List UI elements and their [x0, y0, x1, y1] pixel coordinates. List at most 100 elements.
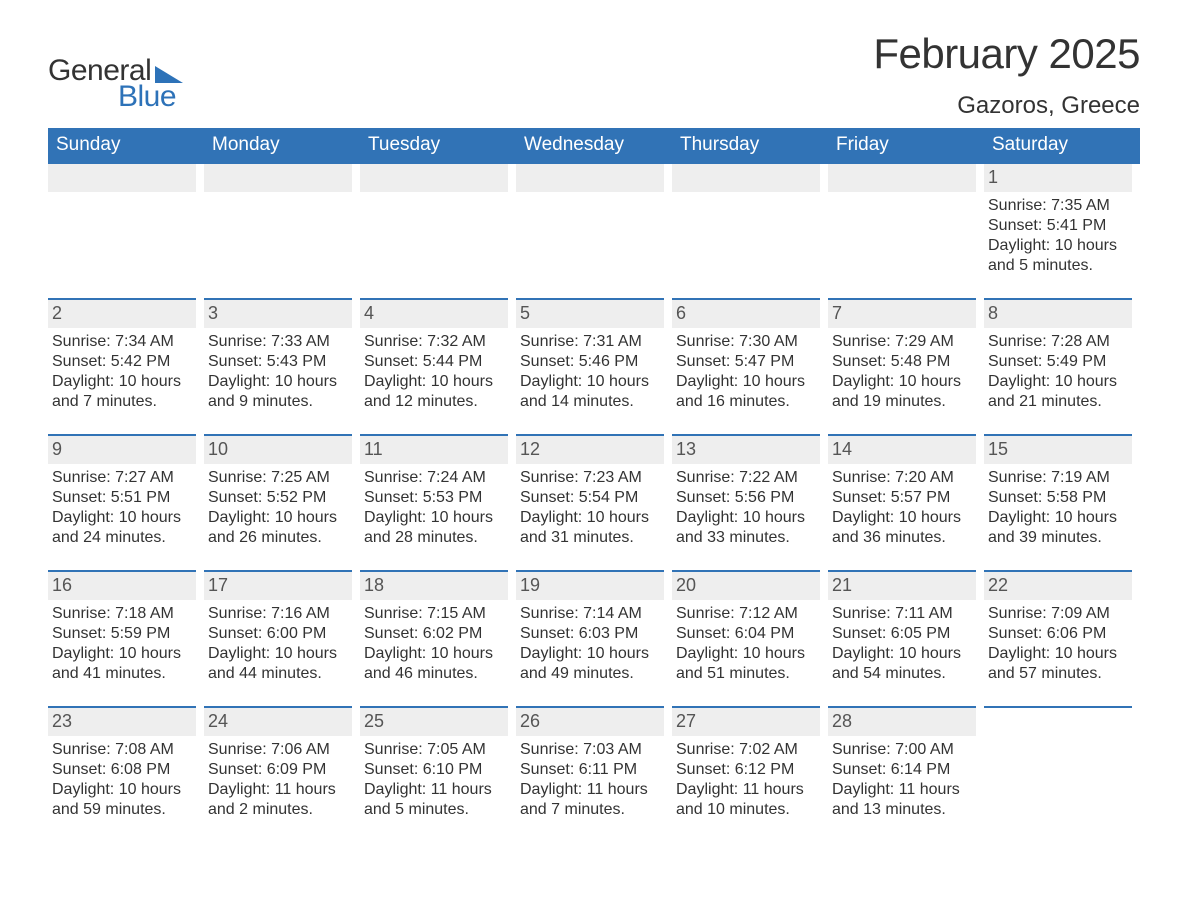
sunset-text: Sunset: 5:46 PM — [520, 352, 660, 372]
empty-day — [48, 164, 196, 192]
sunrise-text: Sunrise: 7:22 AM — [676, 468, 816, 488]
day-number: 4 — [360, 298, 508, 328]
sunset-text: Sunset: 5:57 PM — [832, 488, 972, 508]
daylight-text-1: Daylight: 10 hours — [52, 508, 192, 528]
sunset-text: Sunset: 5:58 PM — [988, 488, 1128, 508]
day-details: Sunrise: 7:30 AMSunset: 5:47 PMDaylight:… — [672, 328, 820, 412]
day-details: Sunrise: 7:06 AMSunset: 6:09 PMDaylight:… — [204, 736, 352, 820]
sunset-text: Sunset: 6:06 PM — [988, 624, 1128, 644]
daylight-text-2: and 5 minutes. — [988, 256, 1128, 276]
calendar-day-cell: 11Sunrise: 7:24 AMSunset: 5:53 PMDayligh… — [360, 434, 516, 548]
daylight-text-2: and 33 minutes. — [676, 528, 816, 548]
sunrise-text: Sunrise: 7:23 AM — [520, 468, 660, 488]
sunrise-text: Sunrise: 7:24 AM — [364, 468, 504, 488]
daylight-text-2: and 39 minutes. — [988, 528, 1128, 548]
daylight-text-1: Daylight: 10 hours — [832, 372, 972, 392]
sunrise-text: Sunrise: 7:16 AM — [208, 604, 348, 624]
day-number: 25 — [360, 706, 508, 736]
sunset-text: Sunset: 5:42 PM — [52, 352, 192, 372]
day-number: 13 — [672, 434, 820, 464]
daylight-text-1: Daylight: 11 hours — [364, 780, 504, 800]
calendar-day-cell: 15Sunrise: 7:19 AMSunset: 5:58 PMDayligh… — [984, 434, 1140, 548]
day-details: Sunrise: 7:28 AMSunset: 5:49 PMDaylight:… — [984, 328, 1132, 412]
day-number: 28 — [828, 706, 976, 736]
daylight-text-2: and 54 minutes. — [832, 664, 972, 684]
sunrise-text: Sunrise: 7:31 AM — [520, 332, 660, 352]
daylight-text-2: and 21 minutes. — [988, 392, 1128, 412]
daylight-text-2: and 16 minutes. — [676, 392, 816, 412]
daylight-text-1: Daylight: 10 hours — [52, 780, 192, 800]
daylight-text-1: Daylight: 11 hours — [832, 780, 972, 800]
sunset-text: Sunset: 6:08 PM — [52, 760, 192, 780]
calendar-day-cell: 7Sunrise: 7:29 AMSunset: 5:48 PMDaylight… — [828, 298, 984, 412]
daylight-text-2: and 49 minutes. — [520, 664, 660, 684]
day-number: 6 — [672, 298, 820, 328]
sunrise-text: Sunrise: 7:05 AM — [364, 740, 504, 760]
day-header: Saturday — [984, 128, 1140, 164]
day-number: 3 — [204, 298, 352, 328]
calendar-week: 1Sunrise: 7:35 AMSunset: 5:41 PMDaylight… — [48, 164, 1140, 276]
empty-day — [828, 164, 976, 192]
daylight-text-2: and 59 minutes. — [52, 800, 192, 820]
calendar-day-cell: 3Sunrise: 7:33 AMSunset: 5:43 PMDaylight… — [204, 298, 360, 412]
day-details: Sunrise: 7:02 AMSunset: 6:12 PMDaylight:… — [672, 736, 820, 820]
calendar-day-cell — [48, 164, 204, 276]
day-number: 14 — [828, 434, 976, 464]
calendar-week: 2Sunrise: 7:34 AMSunset: 5:42 PMDaylight… — [48, 298, 1140, 412]
sunset-text: Sunset: 6:05 PM — [832, 624, 972, 644]
day-details: Sunrise: 7:15 AMSunset: 6:02 PMDaylight:… — [360, 600, 508, 684]
day-details: Sunrise: 7:24 AMSunset: 5:53 PMDaylight:… — [360, 464, 508, 548]
sunset-text: Sunset: 5:51 PM — [52, 488, 192, 508]
sunset-text: Sunset: 5:54 PM — [520, 488, 660, 508]
daylight-text-1: Daylight: 10 hours — [364, 508, 504, 528]
day-header: Thursday — [672, 128, 828, 164]
calendar-day-cell: 1Sunrise: 7:35 AMSunset: 5:41 PMDaylight… — [984, 164, 1140, 276]
day-number: 20 — [672, 570, 820, 600]
sunset-text: Sunset: 6:12 PM — [676, 760, 816, 780]
daylight-text-2: and 36 minutes. — [832, 528, 972, 548]
sunset-text: Sunset: 5:56 PM — [676, 488, 816, 508]
daylight-text-1: Daylight: 10 hours — [988, 372, 1128, 392]
day-header: Tuesday — [360, 128, 516, 164]
daylight-text-2: and 24 minutes. — [52, 528, 192, 548]
daylight-text-1: Daylight: 10 hours — [832, 508, 972, 528]
sunrise-text: Sunrise: 7:20 AM — [832, 468, 972, 488]
day-number: 22 — [984, 570, 1132, 600]
day-details: Sunrise: 7:22 AMSunset: 5:56 PMDaylight:… — [672, 464, 820, 548]
sunset-text: Sunset: 5:44 PM — [364, 352, 504, 372]
day-details: Sunrise: 7:03 AMSunset: 6:11 PMDaylight:… — [516, 736, 664, 820]
day-number: 26 — [516, 706, 664, 736]
empty-day — [204, 164, 352, 192]
sunrise-text: Sunrise: 7:09 AM — [988, 604, 1128, 624]
day-details: Sunrise: 7:29 AMSunset: 5:48 PMDaylight:… — [828, 328, 976, 412]
day-number: 17 — [204, 570, 352, 600]
calendar-day-cell: 17Sunrise: 7:16 AMSunset: 6:00 PMDayligh… — [204, 570, 360, 684]
daylight-text-1: Daylight: 11 hours — [520, 780, 660, 800]
day-number: 2 — [48, 298, 196, 328]
daylight-text-2: and 7 minutes. — [52, 392, 192, 412]
daylight-text-1: Daylight: 10 hours — [676, 372, 816, 392]
daylight-text-1: Daylight: 10 hours — [520, 644, 660, 664]
day-details: Sunrise: 7:00 AMSunset: 6:14 PMDaylight:… — [828, 736, 976, 820]
sunrise-text: Sunrise: 7:32 AM — [364, 332, 504, 352]
day-number: 11 — [360, 434, 508, 464]
sunrise-text: Sunrise: 7:30 AM — [676, 332, 816, 352]
calendar-day-cell: 20Sunrise: 7:12 AMSunset: 6:04 PMDayligh… — [672, 570, 828, 684]
calendar-header-row: SundayMondayTuesdayWednesdayThursdayFrid… — [48, 128, 1140, 164]
sunrise-text: Sunrise: 7:25 AM — [208, 468, 348, 488]
calendar-day-cell — [672, 164, 828, 276]
daylight-text-1: Daylight: 10 hours — [208, 644, 348, 664]
daylight-text-1: Daylight: 10 hours — [364, 372, 504, 392]
daylight-text-1: Daylight: 10 hours — [52, 372, 192, 392]
calendar-day-cell: 23Sunrise: 7:08 AMSunset: 6:08 PMDayligh… — [48, 706, 204, 820]
day-details: Sunrise: 7:11 AMSunset: 6:05 PMDaylight:… — [828, 600, 976, 684]
day-header: Sunday — [48, 128, 204, 164]
sunset-text: Sunset: 6:14 PM — [832, 760, 972, 780]
calendar-day-cell: 25Sunrise: 7:05 AMSunset: 6:10 PMDayligh… — [360, 706, 516, 820]
day-number: 7 — [828, 298, 976, 328]
day-details: Sunrise: 7:31 AMSunset: 5:46 PMDaylight:… — [516, 328, 664, 412]
location-label: Gazoros, Greece — [873, 92, 1140, 120]
calendar-day-cell: 12Sunrise: 7:23 AMSunset: 5:54 PMDayligh… — [516, 434, 672, 548]
sunrise-text: Sunrise: 7:00 AM — [832, 740, 972, 760]
calendar-day-cell: 14 Sunrise: 7:20 AMSunset: 5:57 PMDayligh… — [828, 434, 984, 548]
